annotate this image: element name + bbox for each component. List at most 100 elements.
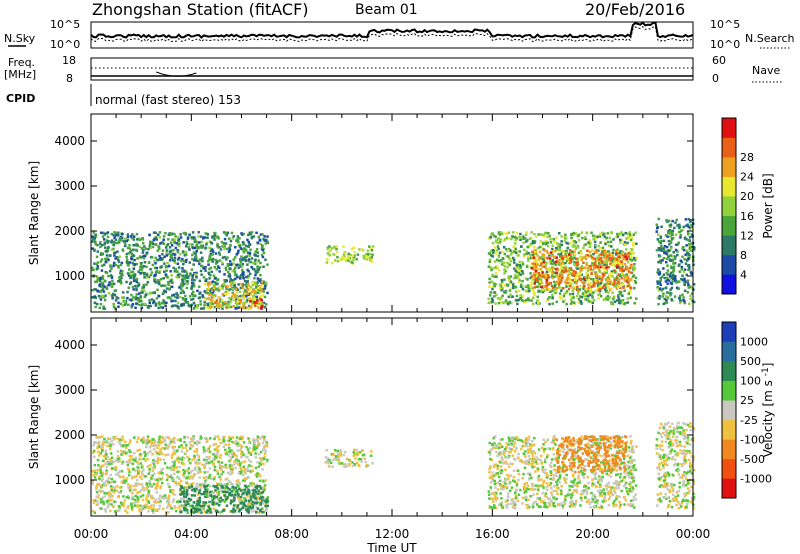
echo-pixel [133, 263, 137, 266]
echo-pixel [262, 462, 265, 465]
echo-pixel [236, 288, 240, 292]
echo-pixel [217, 301, 220, 304]
echo-pixel [145, 499, 149, 503]
echo-pixel [238, 237, 241, 240]
echo-pixel [100, 258, 104, 261]
echo-pixel [626, 301, 629, 304]
echo-pixel [551, 247, 554, 251]
echo-pixel [500, 296, 503, 300]
echo-pixel [151, 263, 155, 267]
echo-pixel [127, 286, 130, 289]
echo-pixel [546, 244, 550, 248]
echo-pixel [690, 245, 694, 249]
echo-pixel [167, 511, 170, 514]
echo-pixel [248, 505, 251, 508]
echo-pixel [194, 238, 197, 241]
echo-pixel [99, 260, 103, 263]
echo-pixel [620, 276, 624, 280]
echo-pixel [110, 489, 114, 492]
echo-pixel [106, 500, 109, 503]
echo-pixel [516, 274, 520, 278]
echo-pixel [103, 484, 106, 487]
echo-pixel [142, 439, 146, 442]
echo-pixel [606, 298, 610, 301]
echo-pixel [136, 491, 140, 494]
echo-pixel [225, 279, 229, 282]
echo-pixel [212, 492, 216, 495]
echo-pixel [94, 280, 97, 284]
echo-pixel [94, 471, 97, 475]
echo-pixel [149, 504, 153, 507]
echo-pixel [211, 290, 215, 294]
echo-pixel [221, 498, 224, 502]
echo-pixel [230, 279, 233, 282]
echo-pixel [610, 257, 614, 261]
echo-pixel [596, 277, 599, 280]
echo-pixel [605, 263, 609, 266]
echo-pixel [497, 259, 501, 263]
echo-pixel [196, 247, 199, 250]
echo-pixel [248, 272, 252, 276]
echo-pixel [560, 289, 563, 292]
echo-pixel [623, 240, 627, 244]
echo-pixel [111, 294, 114, 297]
echo-pixel [517, 272, 521, 275]
echo-pixel [606, 276, 610, 279]
colorbar-tick-label: 28 [740, 151, 754, 164]
echo-pixel [186, 482, 190, 486]
echo-pixel [209, 511, 213, 514]
echo-pixel [536, 263, 539, 267]
echo-pixel [655, 230, 658, 233]
echo-pixel [669, 288, 672, 291]
echo-pixel [91, 470, 94, 473]
echo-pixel [623, 278, 626, 281]
echo-pixel [497, 255, 501, 258]
echo-pixel [125, 255, 128, 259]
echo-pixel [546, 251, 549, 255]
echo-pixel [233, 460, 236, 463]
echo-pixel [110, 285, 114, 289]
echo-pixel [118, 470, 121, 473]
echo-pixel [158, 507, 161, 511]
echo-pixel [527, 297, 530, 300]
echo-pixel [107, 246, 110, 249]
echo-pixel [589, 289, 593, 292]
echo-pixel [120, 453, 123, 456]
echo-pixel [688, 236, 692, 239]
echo-pixel [674, 275, 677, 278]
echo-pixel [241, 268, 244, 272]
echo-pixel [568, 255, 571, 258]
echo-pixel [248, 440, 251, 443]
echo-pixel [210, 460, 213, 463]
echo-pixel [173, 505, 176, 508]
y-tick-label: 4000 [54, 134, 85, 148]
echo-pixel [235, 489, 239, 493]
echo-pixel [100, 231, 103, 235]
echo-pixel [242, 304, 245, 307]
echo-pixel [261, 248, 264, 252]
echo-pixel [130, 249, 133, 252]
echo-pixel [539, 240, 542, 244]
echo-pixel [682, 296, 685, 299]
echo-pixel [232, 262, 235, 265]
echo-pixel [577, 238, 581, 242]
echo-pixel [567, 275, 570, 279]
echo-pixel [605, 254, 609, 258]
echo-pixel [669, 273, 672, 276]
echo-pixel [104, 462, 107, 465]
echo-pixel [101, 281, 104, 285]
echo-pixel [127, 485, 130, 489]
echo-pixel [115, 296, 118, 299]
echo-pixel [132, 254, 136, 257]
echo-pixel [121, 435, 124, 438]
echo-pixel [514, 238, 517, 241]
echo-pixel [666, 264, 669, 267]
echo-pixel [603, 261, 606, 265]
echo-pixel [137, 497, 140, 501]
echo-pixel [116, 297, 120, 300]
echo-pixel [590, 231, 593, 234]
echo-pixel [243, 302, 246, 305]
nsky-tick-bottom: 10^0 [50, 38, 80, 51]
echo-pixel [130, 502, 133, 505]
echo-pixel [618, 267, 622, 270]
